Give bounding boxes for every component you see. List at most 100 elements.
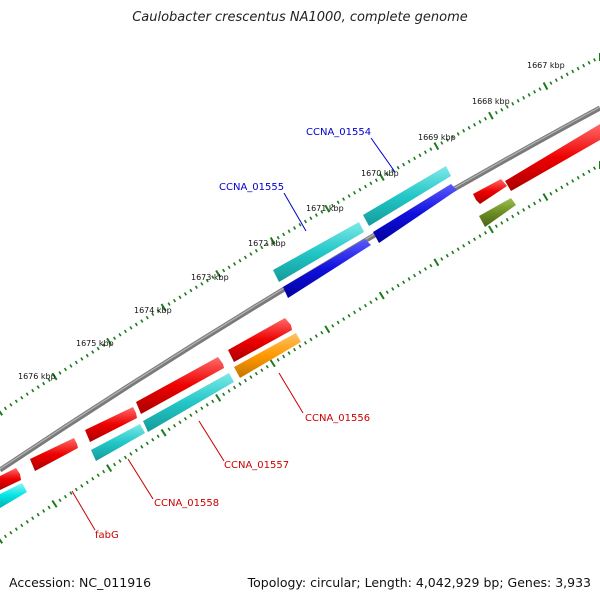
gene-blue-feature[interactable] (373, 184, 457, 243)
gene-olive-feature[interactable] (479, 198, 516, 227)
inner-tick-mark (324, 325, 331, 334)
outer-tick-mark (238, 258, 242, 263)
outer-tick-mark (522, 96, 526, 100)
outer-tick-mark (396, 165, 400, 170)
outer-tick-mark (0, 410, 4, 416)
gene-blue-feature[interactable] (283, 239, 371, 298)
leader-ccna-01554 (370, 137, 396, 173)
outer-tick-mark (58, 371, 62, 375)
inner-tick-mark (560, 185, 564, 190)
kbp-label-1667: 1667 kbp (527, 61, 565, 70)
outer-tick-mark (233, 262, 237, 266)
gene-forward-cds[interactable] (473, 179, 507, 204)
inner-tick-mark (265, 364, 269, 369)
inner-tick-mark (233, 385, 237, 390)
outer-tick-mark (303, 219, 307, 224)
gene-forward-cds[interactable] (85, 407, 137, 442)
inner-tick-mark (151, 438, 155, 442)
kbp-label-1674: 1674 kbp (134, 306, 172, 315)
inner-tick-mark (145, 441, 149, 446)
gene-forward-cds[interactable] (228, 318, 292, 362)
inner-tick-mark (298, 344, 302, 349)
outer-tick-mark (488, 111, 494, 120)
gene-ccna-01556-orange[interactable] (234, 333, 301, 378)
inner-tick-mark (194, 409, 198, 414)
outer-tick-mark (269, 236, 276, 245)
inner-tick-mark (483, 230, 487, 235)
inner-tick-mark (488, 225, 494, 234)
outer-tick-mark (407, 159, 411, 164)
outer-tick-mark (211, 275, 215, 280)
gene-forward-cds[interactable] (0, 468, 21, 490)
outer-tick-mark (254, 248, 258, 253)
inner-tick-mark (533, 201, 537, 206)
inner-tick-mark (287, 351, 291, 355)
outer-tick-mark (113, 336, 117, 341)
inner-tick-mark (69, 491, 73, 495)
outer-tick-mark (385, 172, 389, 176)
inner-tick-mark (106, 464, 113, 473)
gene-label-fabg[interactable]: fabG (95, 530, 119, 541)
inner-tick-mark (211, 399, 215, 404)
gene-fabg-cyan[interactable] (0, 483, 27, 508)
outer-tick-mark (183, 292, 187, 296)
inner-tick-mark (91, 476, 95, 481)
inner-tick-mark (358, 307, 362, 311)
kbp-label-1668: 1668 kbp (472, 97, 510, 106)
outer-tick-mark (227, 265, 231, 270)
gene-ccna-01557-teal[interactable] (143, 373, 234, 432)
gene-label-ccna-01558[interactable]: CCNA_01558 (154, 498, 219, 509)
gene-ccna-01554-teal[interactable] (363, 166, 451, 226)
inner-tick-mark (396, 283, 400, 288)
outer-tick-mark (483, 116, 487, 121)
gene-forward-cds[interactable] (136, 357, 224, 414)
inner-tick-mark (378, 291, 385, 300)
outer-tick-mark (423, 150, 427, 154)
outer-tick-mark (429, 147, 433, 151)
gene-label-ccna-01556[interactable]: CCNA_01556 (305, 413, 370, 424)
gene-label-ccna-01555[interactable]: CCNA_01555 (219, 182, 284, 193)
gene-ccna-01558-teal[interactable] (91, 424, 145, 461)
inner-tick-mark (3, 534, 7, 539)
inner-tick-mark (140, 445, 144, 449)
inner-tick-mark (445, 253, 449, 258)
gene-forward-cds[interactable] (505, 124, 600, 191)
inner-tick-mark (516, 211, 520, 215)
inner-tick-mark (200, 406, 204, 411)
outer-tick-mark (587, 60, 591, 65)
outer-tick-mark (102, 343, 106, 347)
outer-tick-mark (205, 278, 209, 283)
outer-tick-mark (554, 78, 558, 82)
gene-forward-cds[interactable] (30, 438, 78, 471)
gene-label-ccna-01557[interactable]: CCNA_01557 (224, 460, 289, 471)
gene-ccna-01555-teal[interactable] (273, 222, 364, 282)
outer-tick-mark (194, 285, 198, 290)
inner-tick-mark (243, 378, 247, 383)
inner-tick-mark (494, 224, 498, 229)
inner-tick-mark (160, 428, 167, 437)
inner-tick-mark (433, 258, 440, 267)
inner-tick-mark (511, 214, 515, 219)
outer-tick-mark (42, 381, 46, 386)
inner-tick-mark (587, 169, 591, 174)
leader-ccna-01558 (127, 458, 154, 500)
outer-tick-mark (565, 72, 569, 77)
inner-tick-mark (593, 166, 597, 171)
inner-tick-mark (478, 234, 482, 238)
outer-tick-mark (462, 129, 466, 133)
outer-tick-mark (276, 235, 280, 240)
outer-tick-mark (478, 120, 482, 124)
outer-tick-mark (413, 156, 417, 161)
inner-tick-mark (156, 434, 160, 439)
inner-tick-mark (331, 324, 335, 328)
outer-tick-mark (178, 295, 182, 300)
outer-tick-mark (378, 173, 385, 182)
inner-tick-mark (282, 354, 286, 359)
outer-tick-mark (533, 90, 537, 94)
outer-tick-mark (576, 66, 580, 71)
outer-tick-mark (282, 232, 286, 237)
outer-tick-mark (189, 288, 193, 293)
inner-tick-mark (571, 179, 575, 183)
outer-tick-mark (445, 138, 449, 142)
gene-label-ccna-01554[interactable]: CCNA_01554 (306, 127, 371, 138)
